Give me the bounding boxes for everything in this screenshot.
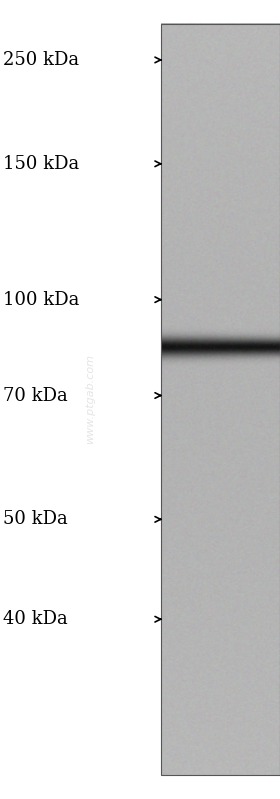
Text: 150 kDa: 150 kDa — [3, 155, 79, 173]
Bar — [161, 24, 280, 775]
Text: 70 kDa: 70 kDa — [3, 387, 67, 404]
Text: 100 kDa: 100 kDa — [3, 291, 79, 308]
Text: 250 kDa: 250 kDa — [3, 51, 79, 69]
Text: 50 kDa: 50 kDa — [3, 511, 67, 528]
Text: 40 kDa: 40 kDa — [3, 610, 67, 628]
Text: www.ptgab.com: www.ptgab.com — [85, 355, 95, 444]
